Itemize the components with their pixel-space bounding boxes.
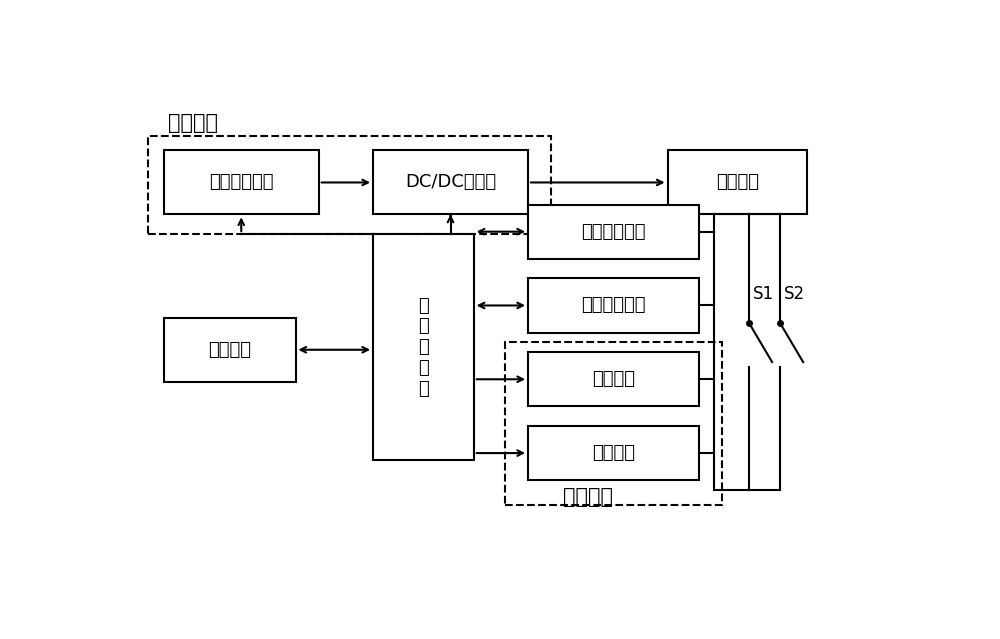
Text: 调温单元: 调温单元 <box>563 488 613 507</box>
Text: 车机系统: 车机系统 <box>208 341 251 358</box>
Bar <box>668 150 807 215</box>
Bar <box>528 426 698 480</box>
Text: 充电单元: 充电单元 <box>168 114 218 134</box>
Text: DC/DC转换器: DC/DC转换器 <box>405 173 496 192</box>
Bar <box>528 279 698 332</box>
Bar <box>148 135 551 234</box>
Text: 加热模组: 加热模组 <box>592 370 635 389</box>
Bar <box>164 150 319 215</box>
Text: S1: S1 <box>753 285 774 303</box>
Bar <box>528 204 698 259</box>
Text: 中
央
处
理
器: 中 央 处 理 器 <box>418 296 429 398</box>
Bar <box>373 234 474 461</box>
Bar <box>373 150 528 215</box>
Text: 启动电池: 启动电池 <box>716 173 759 192</box>
Text: 电压检测单元: 电压检测单元 <box>581 222 646 241</box>
Text: 温度检测单元: 温度检测单元 <box>581 296 646 314</box>
Bar <box>528 352 698 406</box>
Text: 散热模组: 散热模组 <box>592 444 635 462</box>
Bar <box>164 318 296 381</box>
Text: 动力电池系统: 动力电池系统 <box>209 173 274 192</box>
Bar <box>505 343 722 505</box>
Text: S2: S2 <box>784 285 805 303</box>
